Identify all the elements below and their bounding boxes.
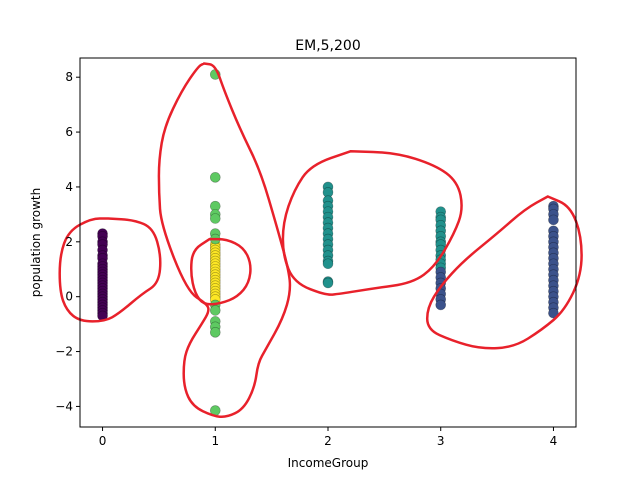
cluster-outline-0: [58, 217, 162, 323]
data-point-cluster-2: [209, 213, 221, 224]
y-tick-label: −4: [55, 399, 73, 413]
y-axis-ticks: −4 −2 0 2 4 6 8: [55, 70, 80, 413]
y-tick-label: 4: [65, 180, 73, 194]
chart-title: EM,5,200: [295, 38, 360, 54]
cluster-outline-3: [281, 150, 463, 296]
data-point-cluster-2: [209, 305, 221, 316]
cluster-outline-4: [425, 195, 583, 350]
y-tick-label: 0: [65, 290, 73, 304]
x-axis-label: IncomeGroup: [288, 456, 369, 470]
cluster-outline-2: [189, 237, 252, 306]
x-tick-label: 3: [437, 434, 445, 448]
data-points: [97, 69, 559, 416]
x-tick-label: 4: [550, 434, 558, 448]
x-axis-ticks: 0 1 2 3 4: [99, 427, 558, 448]
y-tick-label: 6: [65, 125, 73, 139]
x-tick-label: 1: [211, 434, 219, 448]
x-tick-label: 0: [99, 434, 107, 448]
data-point-cluster-3: [322, 258, 334, 270]
data-point-cluster-4: [435, 299, 447, 311]
y-tick-label: −2: [55, 345, 73, 359]
data-point-cluster-4: [548, 307, 559, 319]
data-point-cluster-2: [209, 172, 221, 183]
data-point-cluster-2: [209, 327, 221, 338]
data-point-cluster-3: [322, 277, 334, 289]
y-tick-label: 8: [65, 70, 73, 84]
y-tick-label: 2: [65, 235, 73, 249]
y-axis-label: population growth: [29, 188, 43, 297]
red-outlines: [58, 62, 583, 419]
cluster-outline-1: [157, 62, 292, 419]
data-point-cluster-4: [548, 214, 559, 226]
x-tick-label: 2: [324, 434, 332, 448]
